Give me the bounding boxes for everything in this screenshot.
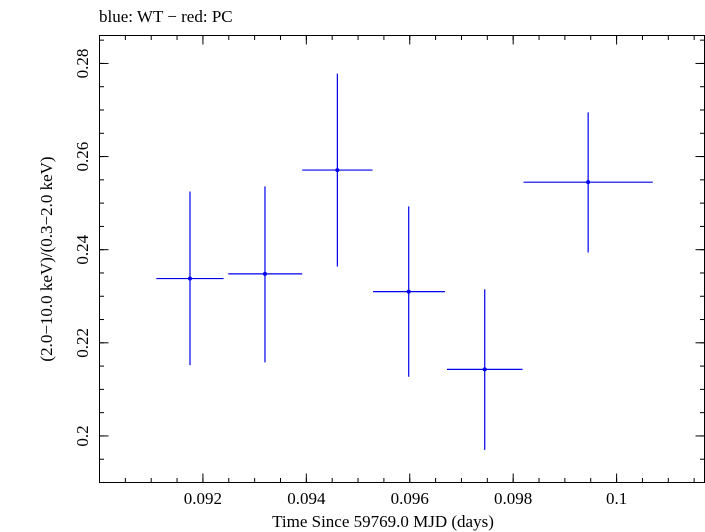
- data-point: [228, 186, 303, 363]
- x-tick-label: 0.096: [391, 489, 429, 508]
- data-point-marker: [187, 276, 192, 281]
- data-point-marker: [482, 367, 487, 372]
- y-tick-label: 0.26: [73, 142, 92, 172]
- data-series-wt: [156, 73, 653, 450]
- y-tick-label: 0.28: [73, 49, 92, 79]
- x-tick-label: 0.098: [494, 489, 532, 508]
- y-tick-labels: 0.2 0.22 0.24 0.26 0.28: [73, 49, 92, 447]
- data-point-marker: [335, 168, 340, 173]
- y-tick-label: 0.2: [73, 425, 92, 446]
- y-axis-label: (2.0−10.0 keV)/(0.3−2.0 keV): [37, 156, 56, 361]
- data-point: [302, 73, 373, 267]
- data-point-marker: [586, 180, 591, 185]
- axis-ticks: [99, 35, 705, 483]
- x-tick-label: 0.1: [606, 489, 627, 508]
- y-tick-label: 0.22: [73, 328, 92, 358]
- x-tick-labels: 0.092 0.094 0.096 0.098 0.1: [184, 489, 627, 508]
- data-point: [373, 206, 445, 377]
- data-point: [156, 191, 224, 366]
- chart-title: blue: WT − red: PC: [99, 7, 233, 26]
- data-point-marker: [262, 271, 267, 276]
- x-axis-label: Time Since 59769.0 MJD (days): [272, 512, 494, 531]
- data-point: [446, 289, 523, 450]
- x-tick-label: 0.092: [184, 489, 222, 508]
- y-tick-label: 0.24: [73, 234, 92, 264]
- data-point-marker: [406, 289, 411, 294]
- x-tick-label: 0.094: [287, 489, 326, 508]
- data-point: [523, 112, 653, 253]
